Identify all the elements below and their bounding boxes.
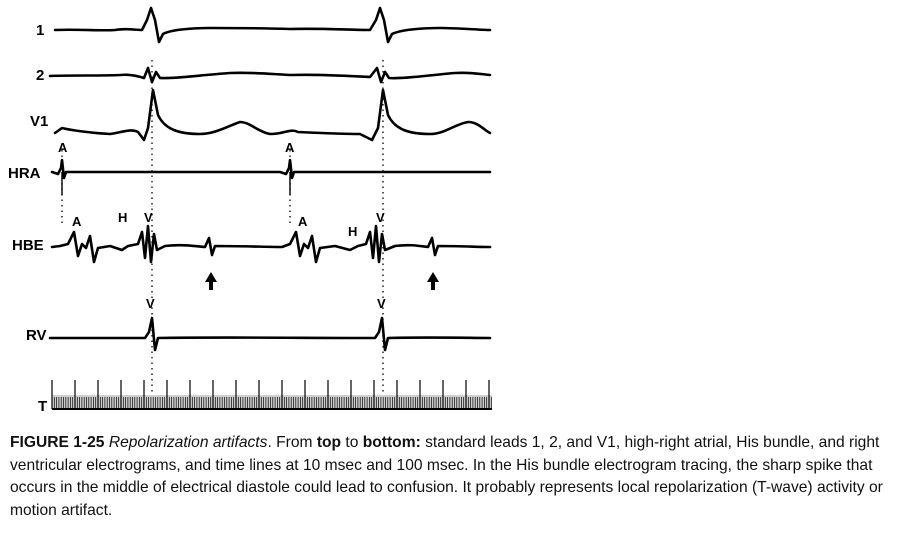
marker-a-lead-hra-2: A bbox=[285, 140, 295, 155]
trace-lead-v1 bbox=[53, 88, 492, 142]
ecg-figure: 1 2 V1 HRA HBE RV T A A bbox=[8, 6, 492, 415]
lead-label-1: 1 bbox=[36, 22, 44, 39]
lead-label-rv: RV bbox=[26, 327, 47, 344]
marker-v-hbe-2: V bbox=[376, 210, 385, 225]
time-lines bbox=[51, 380, 492, 410]
caption-body: standard leads 1, 2, and V1, high-right … bbox=[10, 434, 883, 519]
lead-label-t: T bbox=[38, 398, 47, 415]
time-line-band bbox=[52, 395, 492, 409]
marker-v-rv-2: V bbox=[377, 296, 386, 311]
marker-a-hbe-2: A bbox=[298, 214, 308, 229]
trace-hbe bbox=[50, 224, 492, 264]
trace-hra-deflection bbox=[61, 172, 291, 195]
lead-label-hra: HRA bbox=[8, 165, 41, 182]
ecg-tracings: 1 2 V1 HRA HBE RV T A A bbox=[8, 6, 492, 415]
trace-lead-1 bbox=[53, 6, 492, 44]
time-line-ticks bbox=[51, 380, 492, 409]
artifact-arrow-up-icon bbox=[427, 272, 439, 290]
marker-v-rv-1: V bbox=[146, 296, 155, 311]
lead-label-hbe: HBE bbox=[12, 237, 44, 254]
marker-h-hbe-2: H bbox=[348, 224, 357, 239]
marker-h-hbe-1: H bbox=[118, 210, 127, 225]
trace-hra bbox=[50, 158, 492, 180]
figure-caption: FIGURE 1-25 Repolarization artifacts. Fr… bbox=[10, 432, 903, 522]
lead-label-2: 2 bbox=[36, 67, 44, 84]
lead-label-v1: V1 bbox=[30, 113, 48, 130]
caption-top: top bbox=[316, 434, 342, 451]
caption-title: Repolarization artifacts bbox=[108, 434, 268, 451]
artifact-arrow-up-icon bbox=[205, 272, 217, 290]
marker-a-hbe-1: A bbox=[72, 214, 82, 229]
caption-bottom: bottom: bbox=[362, 434, 421, 451]
caption-from: From bbox=[271, 434, 317, 451]
trace-rv bbox=[48, 316, 492, 352]
trace-lead-2 bbox=[48, 66, 492, 84]
caption-figure-number: FIGURE 1-25 bbox=[10, 434, 105, 451]
marker-v-hbe-1: V bbox=[144, 210, 153, 225]
caption-to: to bbox=[341, 434, 363, 451]
marker-a-lead-hra-1: A bbox=[58, 140, 68, 155]
caption-period: . bbox=[267, 434, 272, 451]
